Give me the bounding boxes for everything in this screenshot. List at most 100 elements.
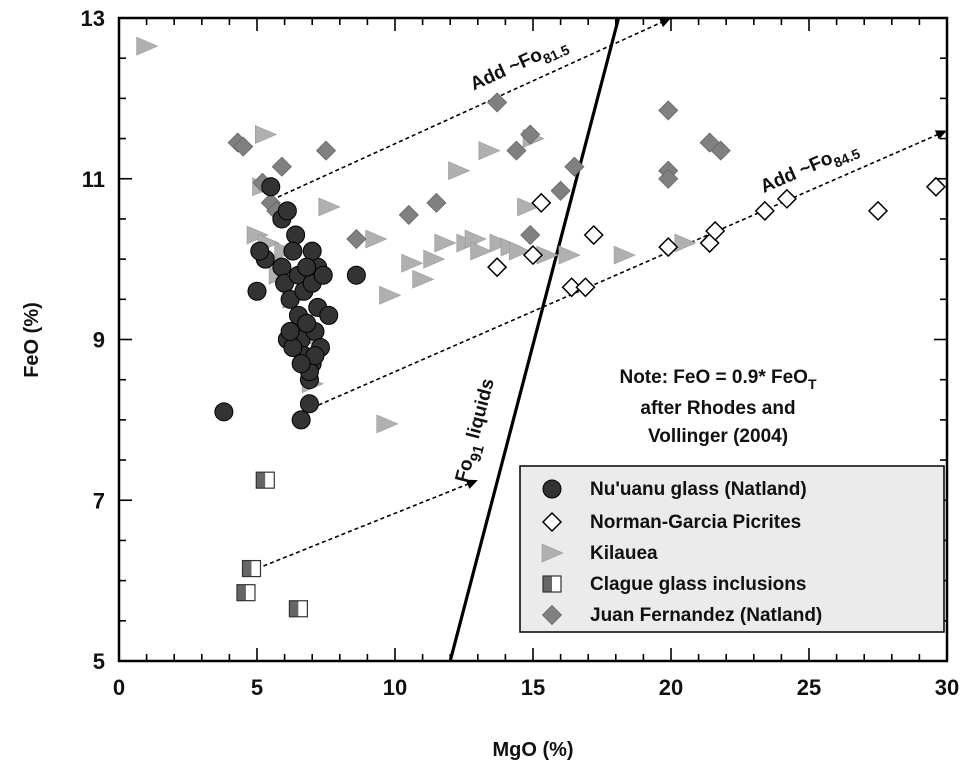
data-point	[754, 200, 775, 221]
arrow-head	[934, 130, 947, 140]
legend-entry-juan-fernandez: Juan Fernandez (Natland)	[590, 605, 822, 626]
data-point	[558, 245, 581, 265]
data-point	[376, 414, 399, 434]
data-point	[517, 197, 540, 217]
legend-entry-kilauea: Kilauea	[590, 543, 658, 564]
x-axis-title: MgO (%)	[492, 739, 573, 761]
data-point	[291, 354, 311, 374]
data-point	[319, 305, 339, 325]
data-point	[531, 192, 552, 213]
data-point	[522, 245, 544, 266]
data-point	[280, 321, 300, 341]
arrow-line	[256, 479, 479, 570]
data-point	[241, 559, 262, 578]
x-tick-label: 25	[797, 675, 821, 700]
data-point	[313, 265, 333, 285]
data-point	[520, 124, 541, 145]
data-points	[136, 36, 947, 618]
y-tick-label: 11	[82, 167, 105, 192]
data-point	[255, 471, 275, 489]
note-line-1: Note: FeO = 0.9* FeOT	[619, 367, 816, 392]
legend-marker	[541, 604, 563, 626]
x-tick-label: 10	[383, 675, 407, 700]
data-point	[346, 228, 367, 250]
series-1	[487, 176, 947, 298]
note-line-2: after Rhodes and	[640, 398, 795, 419]
data-point	[315, 140, 337, 161]
y-axis-title: FeO (%)	[21, 302, 43, 378]
data-point	[583, 224, 604, 246]
data-point	[291, 410, 311, 430]
data-point	[613, 245, 636, 265]
data-point	[286, 225, 306, 245]
data-point	[561, 277, 582, 298]
data-point	[489, 233, 512, 253]
legend-marker	[541, 511, 563, 533]
data-point	[398, 204, 419, 225]
y-tick-label: 5	[93, 649, 105, 674]
data-point	[346, 265, 366, 285]
data-point	[487, 92, 508, 113]
data-point	[261, 177, 281, 197]
data-point	[550, 180, 571, 201]
data-point	[658, 168, 679, 189]
data-point	[423, 249, 446, 269]
data-point	[674, 233, 697, 253]
data-point	[478, 141, 501, 161]
data-point	[705, 220, 726, 242]
data-point	[412, 269, 435, 289]
x-tick-label: 30	[935, 675, 959, 700]
legend-entry-clague: Clague glass inclusions	[590, 574, 806, 595]
data-point	[271, 156, 292, 177]
data-point	[299, 394, 319, 414]
arrow-head	[465, 479, 478, 489]
data-point	[401, 253, 424, 273]
y-tick-label: 9	[93, 328, 105, 353]
fo91-line-path	[448, 17, 621, 662]
series-2	[136, 36, 697, 434]
data-point	[283, 338, 303, 358]
legend-marker	[542, 575, 562, 593]
legend-entry-nuuanu: Nu'uanu glass (Natland)	[590, 479, 807, 500]
data-point	[233, 136, 254, 157]
y-tick-label: 13	[81, 6, 105, 31]
legend-entry-norman-garcia: Norman-Garcia Picrites	[590, 512, 801, 533]
arrow-label: Add ~Fo84.5	[757, 137, 862, 202]
data-point	[520, 224, 541, 246]
data-point	[288, 600, 308, 618]
data-point	[448, 161, 471, 181]
data-point	[277, 201, 297, 221]
data-point	[426, 192, 447, 213]
arrow-head	[658, 18, 671, 28]
x-tick-label: 20	[659, 675, 683, 700]
data-point	[487, 257, 508, 278]
data-point	[254, 125, 278, 144]
data-point	[470, 241, 493, 261]
data-point	[776, 188, 797, 209]
legend-markers	[541, 479, 564, 626]
data-point	[272, 257, 292, 277]
note-annotation: Note: FeO = 0.9* FeOT after Rhodes and V…	[619, 367, 816, 447]
data-point	[246, 225, 269, 245]
legend-marker	[542, 479, 562, 499]
data-point	[867, 200, 889, 221]
legend-box	[519, 465, 945, 633]
data-point	[658, 237, 679, 258]
data-point	[136, 36, 159, 56]
data-point	[283, 241, 303, 261]
data-point	[506, 140, 527, 161]
data-point	[247, 281, 267, 301]
note-line-3: Vollinger (2004)	[648, 426, 788, 447]
data-point	[318, 197, 341, 217]
axis-ticks	[118, 17, 948, 662]
fo91-line-label: Fo91 liquids	[452, 376, 505, 486]
data-point	[575, 277, 596, 298]
legend-marker	[541, 543, 564, 563]
arrow-label: Add ~Fo81.5	[467, 33, 572, 99]
arrow-line	[264, 17, 672, 204]
series-0	[214, 177, 366, 430]
data-point	[297, 313, 317, 333]
legend: Nu'uanu glass (Natland) Norman-Garcia Pi…	[519, 465, 945, 633]
